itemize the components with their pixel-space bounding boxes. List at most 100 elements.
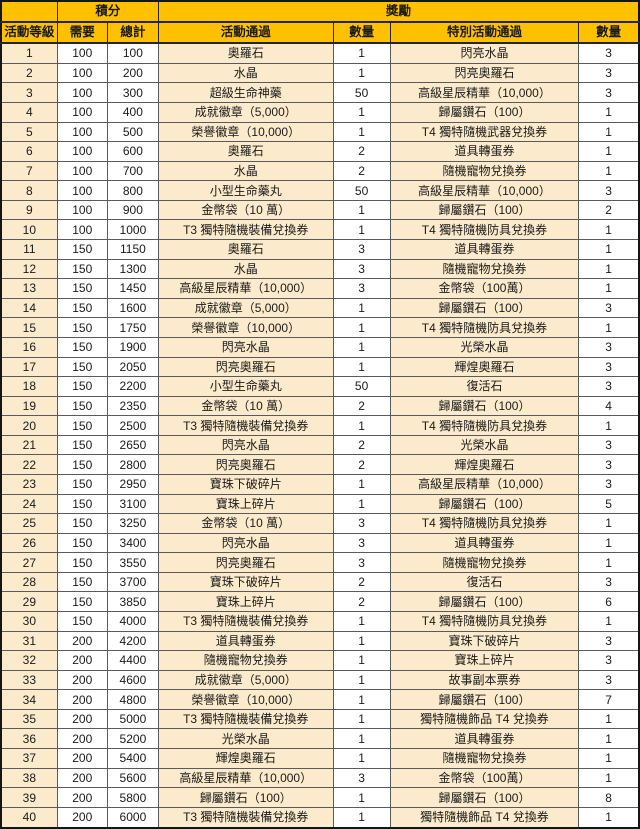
total-cell: 2650 bbox=[106, 434, 159, 456]
table-row: 6 100 600 奧羅石 2 道具轉蛋券 1 bbox=[0, 141, 640, 162]
qty-cell: 3 bbox=[578, 180, 640, 201]
special-reward-cell: 道具轉蛋券 bbox=[389, 532, 580, 554]
total-cell: 2950 bbox=[106, 473, 159, 495]
need-cell: 200 bbox=[56, 630, 108, 652]
special-reward-cell: 道具轉蛋券 bbox=[389, 141, 580, 162]
table-row: 17 150 2050 閃亮奧羅石 1 輝煌奧羅石 3 bbox=[0, 356, 640, 378]
table-row: 22 150 2800 閃亮奧羅石 2 輝煌奧羅石 3 bbox=[0, 454, 640, 475]
level-cell: 4 bbox=[0, 101, 58, 123]
need-cell: 200 bbox=[56, 669, 108, 691]
qty-cell: 1 bbox=[332, 297, 391, 319]
header-activity-pass: 活動通過 bbox=[157, 21, 334, 44]
activity-reward-cell: 光榮水晶 bbox=[157, 728, 334, 750]
activity-reward-cell: 奧羅石 bbox=[157, 239, 334, 260]
level-cell: 19 bbox=[0, 395, 58, 417]
activity-reward-cell: 閃亮水晶 bbox=[157, 434, 334, 456]
table-row: 35 200 5000 T3 獨特隨機裝備兌換券 1 獨特隨機飾品 T4 兌換券 1 bbox=[0, 708, 640, 730]
special-reward-cell: 閃亮奧羅石 bbox=[389, 62, 580, 84]
table-row: 11 150 1150 奧羅石 3 道具轉蛋券 1 bbox=[0, 239, 640, 260]
qty-cell: 1 bbox=[578, 552, 640, 573]
total-cell: 3400 bbox=[106, 532, 159, 554]
special-reward-cell: 金幣袋（100萬） bbox=[389, 767, 580, 789]
qty-cell: 3 bbox=[578, 42, 640, 64]
level-cell: 5 bbox=[0, 121, 58, 143]
qty-cell: 1 bbox=[332, 42, 391, 64]
qty-cell: 1 bbox=[332, 611, 391, 632]
level-cell: 8 bbox=[0, 180, 58, 201]
header-corner-cell bbox=[0, 0, 58, 23]
qty-cell: 1 bbox=[332, 650, 391, 671]
table-row: 7 100 700 水晶 2 隨機寵物兌換券 1 bbox=[0, 160, 640, 182]
special-reward-cell: 金幣袋（100萬） bbox=[389, 278, 580, 299]
need-cell: 100 bbox=[56, 42, 108, 64]
qty-cell: 1 bbox=[332, 121, 391, 143]
qty-cell: 3 bbox=[578, 376, 640, 397]
activity-reward-cell: 寶珠下破碎片 bbox=[157, 571, 334, 593]
header-total: 總計 bbox=[106, 21, 159, 44]
need-cell: 100 bbox=[56, 180, 108, 201]
special-reward-cell: T4 獨特隨機防具兌換券 bbox=[389, 513, 580, 534]
total-cell: 3100 bbox=[106, 493, 159, 515]
qty-cell: 1 bbox=[332, 669, 391, 691]
qty-cell: 3 bbox=[332, 258, 391, 280]
level-cell: 1 bbox=[0, 42, 58, 64]
level-cell: 3 bbox=[0, 82, 58, 103]
table-row: 27 150 3550 閃亮奧羅石 3 隨機寵物兌換券 1 bbox=[0, 552, 640, 573]
activity-reward-cell: 榮譽徽章（10,000） bbox=[157, 689, 334, 710]
need-cell: 150 bbox=[56, 297, 108, 319]
qty-cell: 1 bbox=[578, 219, 640, 241]
qty-cell: 2 bbox=[332, 141, 391, 162]
special-reward-cell: 道具轉蛋券 bbox=[389, 728, 580, 750]
need-cell: 150 bbox=[56, 571, 108, 593]
total-cell: 900 bbox=[106, 199, 159, 221]
activity-reward-cell: 道具轉蛋券 bbox=[157, 630, 334, 652]
qty-cell: 4 bbox=[578, 395, 640, 417]
need-cell: 150 bbox=[56, 376, 108, 397]
need-cell: 150 bbox=[56, 278, 108, 299]
qty-cell: 3 bbox=[332, 513, 391, 534]
level-cell: 13 bbox=[0, 278, 58, 299]
special-reward-cell: 歸屬鑽石（100） bbox=[389, 787, 580, 808]
total-cell: 500 bbox=[106, 121, 159, 143]
table-row: 18 150 2200 小型生命藥丸 50 復活石 3 bbox=[0, 376, 640, 397]
activity-reward-cell: T3 獨特隨機裝備兌換券 bbox=[157, 708, 334, 730]
table-row: 39 200 5800 歸屬鑽石（100） 1 歸屬鑽石（100） 8 bbox=[0, 787, 640, 808]
special-reward-cell: 獨特隨機飾品 T4 兌換券 bbox=[389, 806, 580, 829]
activity-reward-cell: T3 獨特隨機裝備兌換券 bbox=[157, 415, 334, 436]
table-row: 37 200 5400 輝煌奧羅石 1 隨機寵物兌換券 1 bbox=[0, 748, 640, 769]
table-row: 5 100 500 榮譽徽章（10,000） 1 T4 獨特隨機武器兌換券 1 bbox=[0, 121, 640, 143]
table-row: 36 200 5200 光榮水晶 1 道具轉蛋券 1 bbox=[0, 728, 640, 750]
need-cell: 100 bbox=[56, 219, 108, 241]
qty-cell: 3 bbox=[578, 434, 640, 456]
total-cell: 2500 bbox=[106, 415, 159, 436]
table-body: 1 100 100 奧羅石 1 閃亮水晶 3 2 100 200 水晶 1 閃亮奧羅石 3 3 100 300 超… bbox=[0, 42, 640, 829]
table-row: 2 100 200 水晶 1 閃亮奧羅石 3 bbox=[0, 62, 640, 84]
header-rewards-group: 獎勵 bbox=[157, 0, 640, 23]
total-cell: 100 bbox=[106, 42, 159, 64]
special-reward-cell: 寶珠上碎片 bbox=[389, 650, 580, 671]
qty-cell: 2 bbox=[332, 454, 391, 475]
table-row: 15 150 1750 榮譽徽章（10,000） 1 T4 獨特隨機防具兌換券 1 bbox=[0, 317, 640, 338]
level-cell: 36 bbox=[0, 728, 58, 750]
table-row: 20 150 2500 T3 獨特隨機裝備兌換券 1 T4 獨特隨機防具兌換券 1 bbox=[0, 415, 640, 436]
total-cell: 1150 bbox=[106, 239, 159, 260]
activity-reward-cell: 榮譽徽章（10,000） bbox=[157, 121, 334, 143]
qty-cell: 7 bbox=[578, 689, 640, 710]
activity-reward-cell: 小型生命藥丸 bbox=[157, 180, 334, 201]
table-row: 13 150 1450 高級星辰精華（10,000） 3 金幣袋（100萬） 1 bbox=[0, 278, 640, 299]
activity-reward-cell: 成就徽章（5,000） bbox=[157, 297, 334, 319]
qty-cell: 3 bbox=[332, 532, 391, 554]
qty-cell: 3 bbox=[578, 630, 640, 652]
total-cell: 200 bbox=[106, 62, 159, 84]
special-reward-cell: 歸屬鑽石（100） bbox=[389, 199, 580, 221]
special-reward-cell: 閃亮水晶 bbox=[389, 42, 580, 64]
need-cell: 150 bbox=[56, 395, 108, 417]
level-cell: 39 bbox=[0, 787, 58, 808]
qty-cell: 3 bbox=[578, 82, 640, 103]
total-cell: 3550 bbox=[106, 552, 159, 573]
special-reward-cell: 隨機寵物兌換券 bbox=[389, 552, 580, 573]
qty-cell: 3 bbox=[332, 552, 391, 573]
activity-reward-cell: 寶珠下破碎片 bbox=[157, 473, 334, 495]
qty-cell: 5 bbox=[578, 493, 640, 515]
activity-reward-cell: T3 獨特隨機裝備兌換券 bbox=[157, 611, 334, 632]
